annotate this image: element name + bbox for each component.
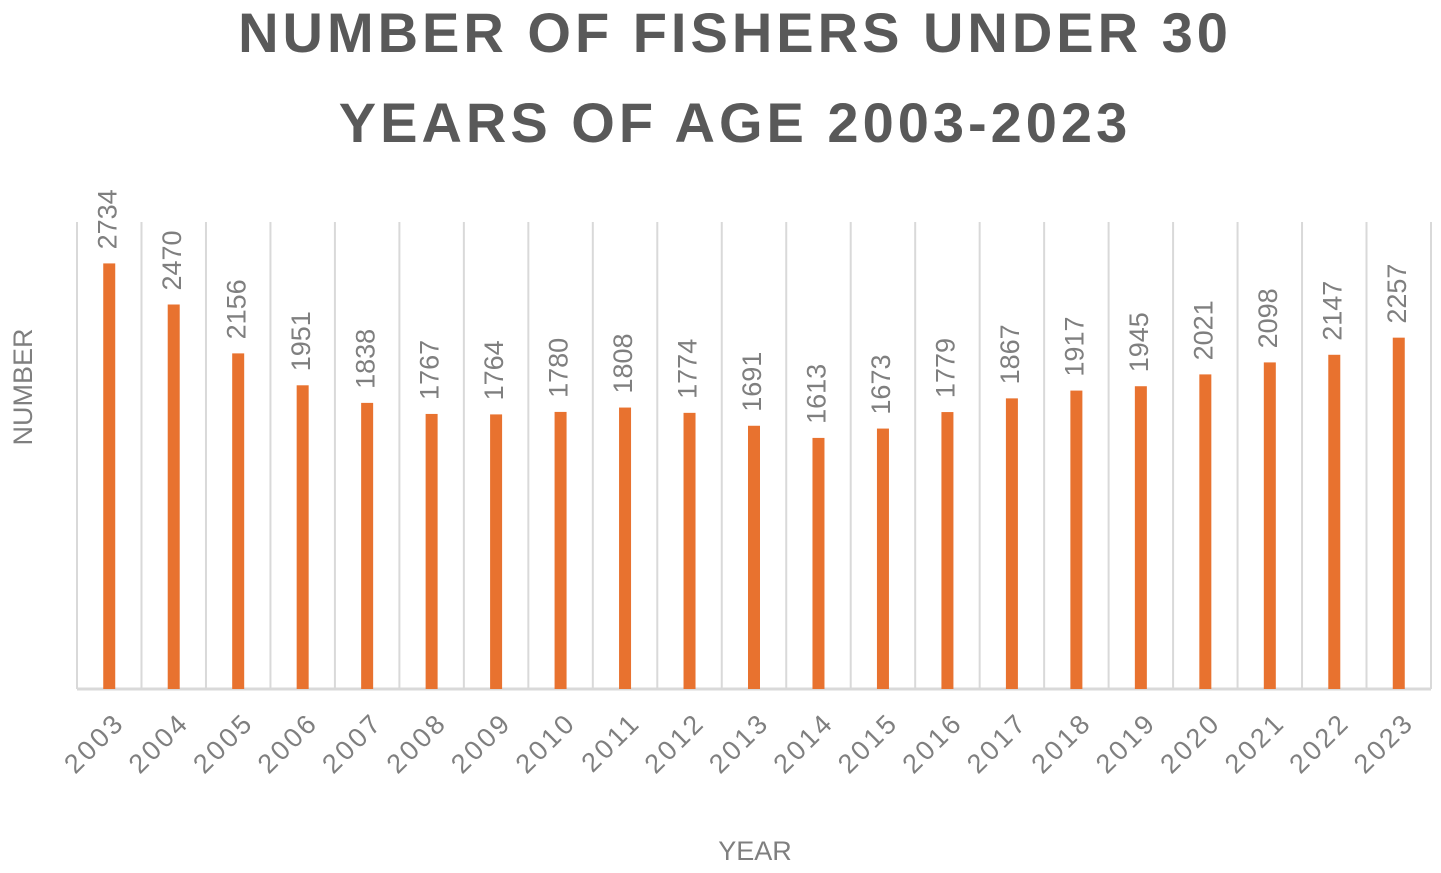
- value-label: 1779: [931, 338, 961, 398]
- value-label: 1867: [995, 324, 1025, 384]
- value-label: 1774: [673, 339, 703, 399]
- x-tick-label: 2012: [639, 707, 711, 779]
- x-tick-label: 2017: [961, 707, 1033, 779]
- bar: [490, 414, 503, 689]
- x-tick-label: 2016: [897, 707, 969, 779]
- value-label: 1764: [479, 340, 509, 400]
- x-axis-title: YEAR: [718, 836, 792, 866]
- bar: [748, 425, 760, 689]
- x-tick-label: 2018: [1025, 707, 1097, 779]
- bar: [1328, 354, 1341, 689]
- bar: [619, 407, 632, 689]
- value-label: 1917: [1060, 317, 1090, 377]
- x-tick-label: 2003: [58, 707, 130, 779]
- bar: [425, 413, 438, 689]
- x-tick-label: 2019: [1090, 707, 1162, 779]
- value-label: 2734: [92, 189, 122, 249]
- bar: [1070, 390, 1083, 689]
- x-tick-label: 2021: [1219, 707, 1291, 779]
- x-tick-label: 2007: [316, 707, 388, 779]
- x-tick-label: 2004: [123, 707, 195, 779]
- chart-title: NUMBER OF FISHERS UNDER 30 YEARS OF AGE …: [238, 1, 1232, 154]
- x-tick-label: 2006: [252, 707, 324, 779]
- x-tick-label: 2014: [768, 707, 840, 779]
- bar: [1392, 337, 1405, 689]
- bar: [296, 385, 309, 689]
- bar: [876, 428, 889, 689]
- bar: [1005, 398, 1018, 689]
- bar: [361, 402, 374, 689]
- value-label: 1951: [286, 311, 316, 371]
- value-label: 1838: [350, 329, 380, 389]
- bar: [554, 411, 567, 689]
- bar: [1199, 374, 1212, 689]
- bar: [1263, 362, 1276, 689]
- x-tick-label: 2013: [703, 707, 775, 779]
- value-label: 2021: [1188, 300, 1218, 360]
- value-label: 1673: [866, 354, 896, 414]
- value-label: 2470: [157, 230, 187, 290]
- x-tick-label: 2009: [445, 707, 517, 779]
- value-label: 2257: [1382, 264, 1412, 324]
- x-tick-label: 2008: [381, 707, 453, 779]
- x-tick-label: 2005: [187, 707, 259, 779]
- x-tick-label: 2010: [510, 707, 582, 779]
- bar: [167, 304, 180, 689]
- bar: [812, 437, 825, 689]
- x-tick-label: 2015: [832, 707, 904, 779]
- value-label: 2147: [1317, 281, 1347, 341]
- bar: [232, 353, 245, 689]
- bar: [1134, 386, 1147, 689]
- value-label: 1613: [802, 364, 832, 424]
- value-label: 1808: [608, 333, 638, 393]
- value-label: 2098: [1253, 288, 1283, 348]
- x-tick-label: 2020: [1154, 707, 1226, 779]
- value-label: 2156: [221, 279, 251, 339]
- bar: [941, 412, 954, 689]
- x-tick-label: 2011: [576, 707, 647, 778]
- x-tick-label: 2022: [1283, 707, 1355, 779]
- y-axis-title: NUMBER: [8, 328, 38, 445]
- value-label: 1780: [544, 338, 574, 398]
- bar: [683, 412, 696, 689]
- x-tick-label: 2023: [1348, 707, 1420, 779]
- bar: [103, 263, 116, 689]
- value-label: 1691: [737, 352, 767, 412]
- value-label: 1945: [1124, 312, 1154, 372]
- value-label: 1767: [415, 340, 445, 400]
